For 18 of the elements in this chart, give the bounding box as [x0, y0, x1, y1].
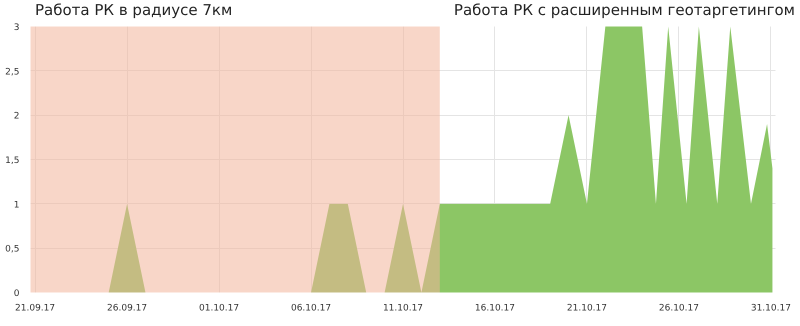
x-tick-label: 11.10.17: [382, 304, 424, 314]
x-tick-label: 21.10.17: [566, 304, 607, 314]
y-tick-label: 2,5: [5, 67, 20, 78]
x-tick-label: 21.09.17: [15, 304, 56, 314]
band-label: Работа РК в радиусе 7км: [35, 0, 232, 21]
x-tick-label: 16.10.17: [474, 304, 516, 314]
y-tick-label: 3: [14, 23, 20, 33]
x-tick-label: 31.10.17: [750, 304, 791, 314]
y-tick-label: 2: [14, 112, 20, 122]
text: Работа РК с расширенным геотаргетингом: [454, 0, 795, 21]
x-tick-label: 26.09.17: [107, 304, 148, 314]
x-tick-label: 26.10.17: [658, 304, 699, 314]
y-tick-label: 0: [14, 289, 20, 299]
y-tick-label: 0,5: [5, 244, 20, 255]
x-tick-label: 06.10.17: [290, 304, 332, 314]
x-tick-label: 01.10.17: [199, 304, 240, 314]
y-tick-label: 1: [14, 200, 20, 210]
y-tick-label: 1,5: [5, 156, 20, 166]
